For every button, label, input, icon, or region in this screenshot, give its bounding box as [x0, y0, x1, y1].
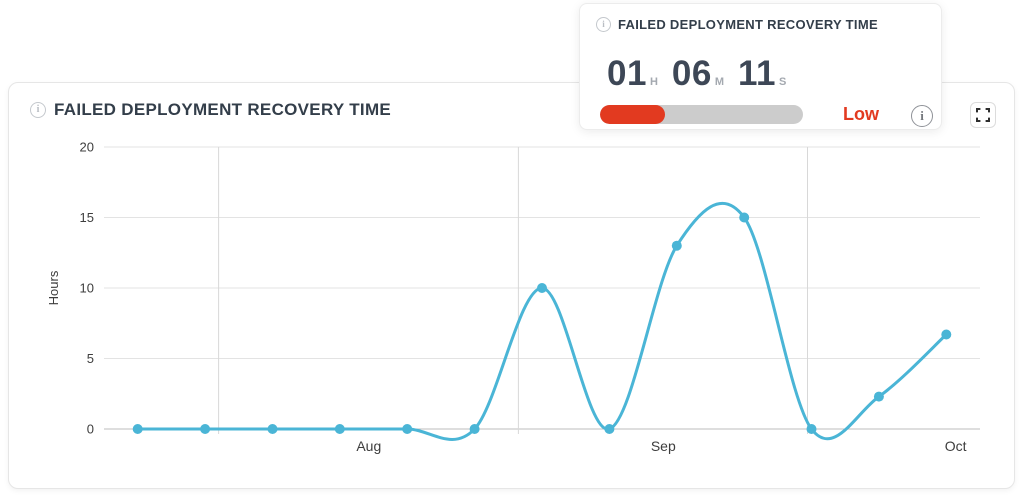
data-point[interactable]: [671, 240, 682, 251]
panel-title: FAILED DEPLOYMENT RECOVERY TIME: [54, 100, 392, 119]
rating-progress-fill: [600, 105, 665, 124]
data-point[interactable]: [469, 424, 480, 434]
seconds-unit: S: [779, 76, 787, 88]
seconds-value: 11: [738, 54, 776, 93]
y-tick-label: 20: [80, 140, 94, 155]
y-axis-title: Hours: [46, 270, 61, 305]
x-tick-label: Oct: [945, 438, 967, 454]
data-point[interactable]: [537, 283, 547, 293]
panel-header: i FAILED DEPLOYMENT RECOVERY TIME: [30, 100, 391, 120]
line-chart: 0 5 10 15 20 Hours Aug Sep Oct: [46, 140, 980, 454]
hours-unit: H: [649, 76, 658, 88]
recovery-time-kpi-card: i FAILED DEPLOYMENT RECOVERY TIME 01 H 0…: [579, 3, 942, 130]
data-point[interactable]: [604, 424, 615, 434]
y-tick-label: 15: [80, 210, 94, 225]
series-line: [136, 202, 948, 441]
x-tick-label: Sep: [651, 438, 676, 454]
fullscreen-button[interactable]: [970, 102, 996, 128]
info-icon[interactable]: i: [30, 102, 46, 118]
data-point[interactable]: [806, 424, 817, 434]
kpi-time-value: 01 H 06 M 11 S: [607, 56, 786, 91]
data-point[interactable]: [941, 329, 952, 340]
kpi-header: i FAILED DEPLOYMENT RECOVERY TIME: [596, 17, 878, 32]
y-tick-label: 5: [87, 351, 94, 366]
rating-progress-track: [600, 105, 803, 124]
kpi-title: FAILED DEPLOYMENT RECOVERY TIME: [618, 17, 878, 32]
rating-badge: Low: [843, 104, 879, 124]
data-point[interactable]: [873, 391, 884, 402]
recovery-time-chart-panel: i FAILED DEPLOYMENT RECOVERY TIME 0 5 10 15…: [8, 82, 1015, 489]
y-tick-label: 10: [80, 281, 94, 296]
minutes-unit: M: [714, 76, 724, 88]
data-point[interactable]: [132, 424, 143, 434]
info-icon[interactable]: i: [911, 105, 933, 127]
y-tick-label: 0: [87, 422, 94, 437]
fullscreen-icon: [976, 108, 990, 122]
data-point[interactable]: [739, 212, 750, 223]
data-point[interactable]: [402, 424, 413, 434]
data-point[interactable]: [200, 424, 211, 434]
hours-value: 01: [607, 54, 647, 93]
data-point[interactable]: [267, 424, 278, 434]
info-icon[interactable]: i: [596, 17, 611, 32]
data-point[interactable]: [334, 424, 345, 434]
minutes-value: 06: [671, 54, 712, 93]
x-tick-label: Aug: [356, 438, 381, 454]
